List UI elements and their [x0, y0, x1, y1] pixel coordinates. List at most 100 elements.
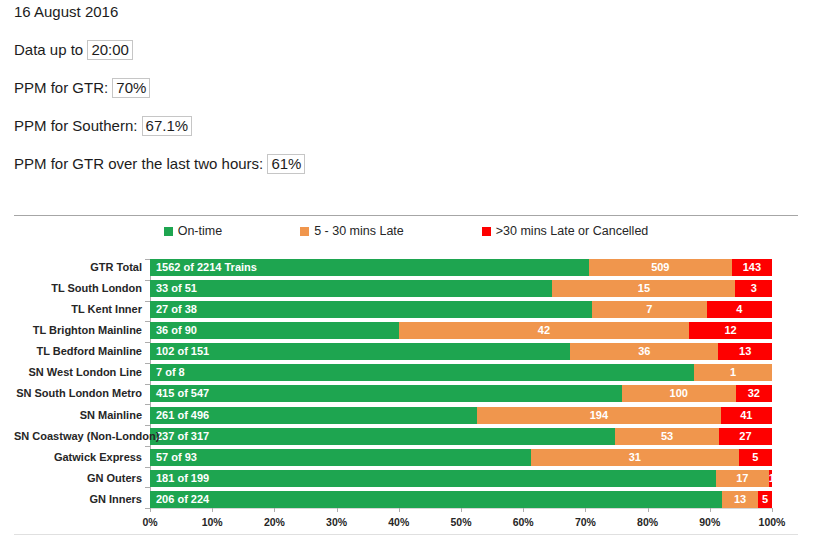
category-label: SN Coastway (Non-London) [14, 428, 150, 445]
on-time-segment: 1562 of 2214 Trains [150, 259, 589, 276]
category-label: GTR Total [14, 259, 150, 276]
category-axis-tick [145, 259, 150, 260]
on-time-segment: 33 of 51 [150, 280, 552, 297]
value-axis-label: 70% [563, 516, 607, 528]
value-axis-label: 90% [688, 516, 732, 528]
category-label: SN South London Metro [14, 385, 150, 402]
plot-area: GTR Total1562 of 2214 Trains509143TL Sou… [14, 259, 798, 539]
on-time-segment: 181 of 199 [150, 470, 716, 487]
bar-track: SN Mainline261 of 49619441 [150, 407, 772, 424]
cancelled-segment: 5 [739, 449, 772, 466]
chart-row: TL South London33 of 51153 [150, 280, 772, 297]
chart-row: SN South London Metro415 of 54710032 [150, 385, 772, 402]
value-axis-tick [461, 508, 462, 512]
report-date: 16 August 2016 [14, 2, 305, 22]
cancelled-segment: 32 [736, 385, 772, 402]
cancelled-segment: 143 [732, 259, 772, 276]
on-time-segment: 102 of 151 [150, 343, 570, 360]
category-axis-tick [145, 363, 150, 364]
bar-track: SN Coastway (Non-London)237 of 3175327 [150, 428, 772, 445]
late-swatch-icon [300, 227, 309, 236]
value-axis-label: 20% [252, 516, 296, 528]
ppm-gtr-two-hours-line: PPM for GTR over the last two hours: 61% [14, 154, 305, 174]
chart-row: GTR Total1562 of 2214 Trains509143 [150, 259, 772, 276]
chart-row: TL Brighton Mainline36 of 904212 [150, 322, 772, 339]
late-segment: 1 [694, 364, 772, 381]
category-axis-tick [145, 342, 150, 343]
legend-item-late: 5 - 30 mins Late [300, 224, 404, 238]
value-axis-label: 0% [128, 516, 172, 528]
ppm-southern-field[interactable]: 67.1% [142, 116, 193, 136]
bar-track: SN West London Line7 of 81 [150, 364, 772, 381]
bar-track: GN Outers181 of 199171 [150, 470, 772, 487]
bar-track: TL Bedford Mainline102 of 1513613 [150, 343, 772, 360]
ppm-southern-label: PPM for Southern: [14, 117, 142, 134]
ppm-gtr-two-hours-field[interactable]: 61% [267, 154, 305, 174]
category-label: SN Mainline [14, 407, 150, 424]
on-time-segment: 27 of 38 [150, 301, 592, 318]
value-axis-tick [274, 508, 275, 512]
bar-track: TL Brighton Mainline36 of 904212 [150, 322, 772, 339]
category-axis-tick [145, 301, 150, 302]
on-time-segment: 261 of 496 [150, 407, 477, 424]
value-axis-tick [648, 508, 649, 512]
late-segment: 13 [722, 491, 758, 508]
late-segment: 15 [552, 280, 735, 297]
cancelled-segment: 12 [689, 322, 772, 339]
value-axis-tick [772, 508, 773, 512]
page: 16 August 2016 Data up to 20:00 PPM for … [0, 0, 830, 540]
ppm-gtr-line: PPM for GTR: 70% [14, 78, 305, 98]
category-label: TL Kent Inner [14, 301, 150, 318]
data-up-to-label: Data up to [14, 41, 87, 58]
chart-row: Gatwick Express57 of 93315 [150, 449, 772, 466]
bar-track: TL South London33 of 51153 [150, 280, 772, 297]
bar-track: GTR Total1562 of 2214 Trains509143 [150, 259, 772, 276]
late-segment: 42 [399, 322, 689, 339]
cancelled-swatch-icon [482, 227, 491, 236]
cancelled-segment: 4 [707, 301, 772, 318]
late-segment: 36 [570, 343, 718, 360]
cancelled-segment: 5 [758, 491, 772, 508]
chart-row: GN Inners206 of 224135 [150, 491, 772, 508]
on-time-segment: 237 of 317 [150, 428, 615, 445]
cancelled-segment: 13 [718, 343, 772, 360]
value-axis-label: 80% [626, 516, 670, 528]
bar-track: SN South London Metro415 of 54710032 [150, 385, 772, 402]
legend-label-cancelled: >30 mins Late or Cancelled [496, 224, 649, 238]
chart-row: TL Bedford Mainline102 of 1513613 [150, 343, 772, 360]
on-time-segment: 57 of 93 [150, 449, 531, 466]
late-segment: 100 [622, 385, 736, 402]
value-axis-label: 100% [750, 516, 794, 528]
value-axis-tick [399, 508, 400, 512]
category-axis-tick [145, 321, 150, 322]
data-up-to-field[interactable]: 20:00 [87, 40, 133, 60]
category-label: TL South London [14, 280, 150, 297]
category-axis-tick [145, 446, 150, 447]
category-label: Gatwick Express [14, 449, 150, 466]
value-axis-label: 10% [190, 516, 234, 528]
value-axis-label: 50% [439, 516, 483, 528]
category-axis-tick [145, 425, 150, 426]
bar-track: Gatwick Express57 of 93315 [150, 449, 772, 466]
ppm-southern-line: PPM for Southern: 67.1% [14, 116, 305, 136]
late-segment: 7 [592, 301, 707, 318]
category-label: TL Brighton Mainline [14, 322, 150, 339]
cancelled-segment: 1 [769, 470, 772, 487]
late-segment: 53 [615, 428, 719, 445]
chart-row: SN Mainline261 of 49619441 [150, 407, 772, 424]
late-segment: 194 [477, 407, 720, 424]
bar-track: GN Inners206 of 224135 [150, 491, 772, 508]
category-axis-tick [145, 384, 150, 385]
late-segment: 17 [716, 470, 769, 487]
late-segment: 31 [531, 449, 738, 466]
value-axis-tick [523, 508, 524, 512]
category-label: GN Outers [14, 470, 150, 487]
bar-track: TL Kent Inner27 of 3874 [150, 301, 772, 318]
chart-row: GN Outers181 of 199171 [150, 470, 772, 487]
late-segment: 509 [589, 259, 732, 276]
chart-legend: On-time 5 - 30 mins Late >30 mins Late o… [14, 224, 798, 238]
category-label: GN Inners [14, 491, 150, 508]
category-axis-tick [145, 467, 150, 468]
ppm-gtr-field[interactable]: 70% [112, 78, 150, 98]
report-header: 16 August 2016 Data up to 20:00 PPM for … [14, 2, 305, 192]
